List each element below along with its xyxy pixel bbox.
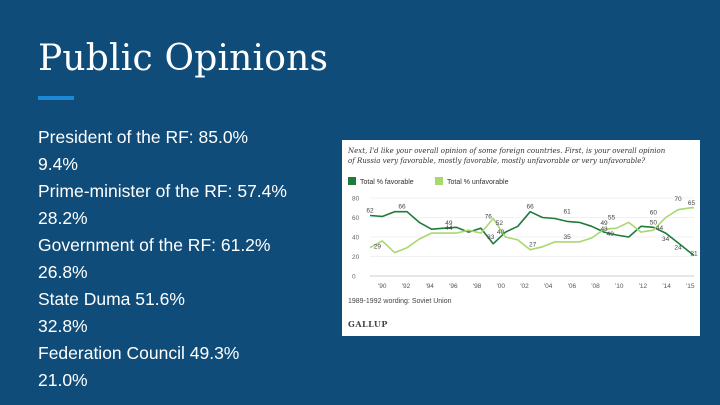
slide-title: Public Opinions [38,38,329,79]
x-tick-08: '08 [591,283,600,290]
chart-series-lines [369,207,695,257]
data-label-23: 21 [690,250,698,257]
stat-federation-council-unfavorable: 21.0% [38,370,88,390]
data-label-7: 40 [497,229,505,236]
legend-label-unfavorable: Total % unfavorable [447,179,509,186]
x-tick-04: '04 [544,283,553,290]
legend-swatch-unfavorable [435,177,443,185]
stat-president-unfavorable: 9.4% [38,154,78,174]
data-label-24: 29 [374,244,382,251]
series-line-favorable [369,210,695,257]
data-label-11: 35 [563,234,571,241]
gallup-chart-card: Next, I'd like your overall opinion of s… [342,140,700,336]
chart-question-line-2: of Russia very favorable, mostly favorab… [348,157,645,165]
y-tick-20: 20 [352,254,360,261]
x-tick-15: '15 [686,283,695,290]
stat-state-duma-favorable: State Duma 51.6% [38,289,185,309]
data-label-15: 40 [607,231,615,238]
series-line-unfavorable [369,207,694,254]
data-label-9: 27 [529,242,537,249]
y-tick-0: 0 [352,274,356,281]
x-tick-12: '12 [639,283,648,290]
data-label-13: 55 [608,214,616,221]
y-tick-80: 80 [352,196,360,203]
x-tick-00: '00 [497,283,506,290]
legend-label-favorable: Total % favorable [360,179,414,186]
data-label-14: 43 [600,226,608,233]
data-label-16: 60 [650,210,658,217]
chart-y-ticks: 80 60 40 20 0 [352,196,360,281]
chart-source-logo: GALLUP [348,319,388,329]
chart-x-ticks: '90 '92 '94 '96 '98 '00 '02 '04 '06 '08 '10 '12 '14 '… [378,283,695,290]
x-tick-02: '02 [520,283,529,290]
chart-data-labels: 6266494476523340662761354955434060504434… [366,196,698,258]
y-tick-40: 40 [352,235,360,242]
stat-government-unfavorable: 26.8% [38,262,88,282]
x-tick-90: '90 [378,283,387,290]
stat-government-favorable: Government of the RF: 61.2% [38,235,271,255]
data-label-21: 70 [674,196,682,203]
x-tick-92: '92 [402,283,411,290]
opinion-stats-list: President of the RF: 85.0% 9.4% Prime-mi… [38,124,287,394]
data-label-4: 76 [485,213,493,220]
stat-prime-minister-unfavorable: 28.2% [38,208,88,228]
y-tick-60: 60 [352,215,360,222]
data-label-10: 61 [563,209,571,216]
x-tick-06: '06 [568,283,577,290]
stat-state-duma-unfavorable: 32.8% [38,316,88,336]
x-tick-94: '94 [425,283,434,290]
title-accent-bar [38,96,74,100]
chart-question-line-1: Next, I'd like your overall opinion of s… [347,147,666,155]
x-tick-96: '96 [449,283,458,290]
data-label-12: 49 [600,220,608,227]
data-label-0: 62 [366,208,374,215]
x-tick-10: '10 [615,283,624,290]
data-label-20: 24 [674,245,682,252]
data-label-3: 44 [445,225,453,232]
russia-opinion-line-chart: Next, I'd like your overall opinion of s… [347,147,698,329]
data-label-8: 66 [527,204,535,211]
x-tick-14: '14 [662,283,671,290]
stat-federation-council-favorable: Federation Council 49.3% [38,343,240,363]
stat-prime-minister-favorable: Prime-minister of the RF: 57.4% [38,181,287,201]
data-label-22: 65 [688,200,696,207]
chart-footnote: 1989-1992 wording: Soviet Union [348,298,452,305]
data-label-18: 44 [656,225,664,232]
data-label-5: 52 [496,220,504,227]
x-tick-98: '98 [473,283,482,290]
legend-swatch-favorable [348,177,356,185]
stat-president-favorable: President of the RF: 85.0% [38,127,249,147]
data-label-1: 66 [398,204,406,211]
data-label-2: 49 [445,220,453,227]
data-label-17: 50 [650,219,658,226]
data-label-6: 33 [487,234,495,241]
data-label-19: 34 [662,236,670,243]
